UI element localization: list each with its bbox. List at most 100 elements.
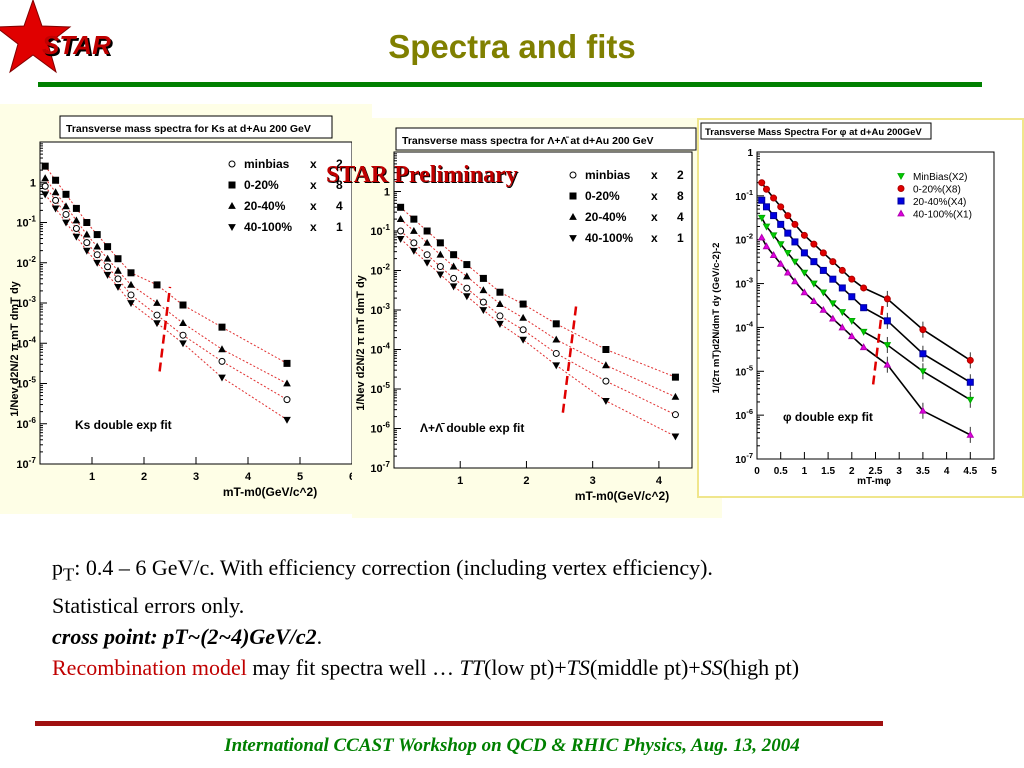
data-point — [450, 274, 458, 282]
star-preliminary-label: STAR Preliminary — [326, 162, 518, 188]
data-point — [848, 293, 856, 301]
legend-marker — [897, 185, 905, 192]
data-point — [423, 238, 431, 246]
legend-factor: 2 — [677, 168, 684, 182]
x-axis-label: mT-m0(GeV/c^2) — [223, 485, 317, 499]
data-point — [769, 251, 778, 258]
data-point — [819, 266, 827, 274]
y-tick-label: 10-7 — [370, 460, 390, 475]
data-point — [436, 271, 445, 279]
plot-frame — [756, 151, 995, 460]
data-point — [848, 275, 856, 283]
data-point — [62, 219, 70, 227]
y-tick-label: 10-6 — [16, 416, 36, 431]
data-point — [283, 379, 291, 387]
data-point — [127, 291, 135, 299]
data-point — [463, 261, 471, 269]
legend-factor: 1 — [677, 231, 684, 245]
data-point — [602, 346, 610, 353]
x-tick-label: 4 — [656, 475, 663, 487]
data-point — [450, 251, 458, 259]
y-tick-label: 10-4 — [735, 319, 754, 334]
data-point — [153, 298, 161, 306]
y-tick-label: 10-5 — [370, 381, 390, 396]
legend-marker — [569, 171, 577, 179]
data-point — [883, 360, 892, 368]
data-point — [496, 320, 504, 328]
legend-factor: 8 — [677, 189, 684, 203]
data-point — [919, 368, 927, 376]
recombination-model-text: Recombination model — [52, 655, 247, 681]
y-tick-label: 10-4 — [370, 342, 390, 357]
data-point — [51, 205, 60, 213]
data-point — [919, 350, 927, 358]
data-point — [762, 242, 771, 250]
x-tick-label: 1.5 — [821, 466, 835, 477]
data-point — [777, 203, 785, 211]
data-point — [179, 340, 187, 348]
data-point — [41, 162, 49, 170]
data-point — [966, 378, 974, 386]
data-point — [103, 254, 112, 262]
data-point — [436, 239, 444, 247]
text-line-3: cross point: pT~(2~4)GeV/c2. — [52, 621, 1002, 652]
page-title: Spectra and fits — [388, 28, 636, 65]
data-point — [770, 212, 778, 220]
data-point — [62, 210, 70, 218]
x-tick-label: 3 — [590, 475, 596, 487]
data-point — [423, 227, 431, 235]
data-point — [449, 262, 458, 270]
data-point — [791, 220, 799, 228]
y-tick-label: 10-1 — [370, 223, 390, 238]
x-tick-label: 3 — [896, 466, 902, 477]
data-point — [860, 284, 868, 292]
cross-point-marker — [561, 305, 578, 413]
data-point — [783, 268, 792, 276]
data-point — [479, 307, 488, 315]
legend-mult: x — [651, 210, 658, 224]
data-point — [423, 251, 431, 259]
cross-point-marker — [158, 286, 172, 372]
fit-line-MinBias(X2) — [760, 217, 971, 401]
x-tick-label: 2 — [849, 466, 855, 477]
data-point — [449, 283, 458, 291]
fit-annotation: φ double exp fit — [783, 410, 873, 424]
data-point — [397, 227, 405, 235]
x-tick-label: 4.5 — [963, 466, 977, 477]
data-point — [552, 320, 560, 328]
data-point — [800, 269, 809, 277]
data-point — [479, 286, 488, 294]
chart-title: Transverse mass spectra for Ks at d+Au 2… — [66, 123, 311, 135]
data-point — [82, 247, 91, 255]
data-point — [859, 343, 868, 351]
legend-factor: 4 — [677, 210, 684, 224]
data-point — [883, 317, 891, 325]
y-tick-label: 1 — [384, 187, 390, 199]
data-point — [462, 272, 471, 280]
y-axis-label: 1/(2π mT)d2N/dmT dy (GeV/c-2)-2 — [711, 243, 722, 394]
y-tick-label: 10-4 — [16, 335, 36, 350]
phi-spectra-svg: Transverse Mass Spectra For φ at d+Au 20… — [697, 118, 1024, 498]
data-point — [762, 185, 770, 193]
y-tick-label: 10-1 — [735, 188, 753, 203]
data-point — [810, 280, 818, 288]
y-tick-label: 10-5 — [735, 363, 753, 378]
text-segment: (high pt) — [722, 655, 800, 681]
y-tick-label: 10-7 — [735, 451, 753, 466]
legend-label: 20-40% — [585, 210, 627, 224]
y-tick-label: 10-5 — [16, 376, 36, 391]
data-point — [496, 300, 504, 307]
x-tick-label: 4 — [944, 466, 950, 477]
data-point — [479, 298, 487, 306]
legend-marker — [228, 160, 236, 168]
data-point — [218, 374, 226, 382]
data-point — [153, 311, 161, 319]
data-point — [114, 284, 122, 291]
data-point — [838, 284, 846, 292]
data-point — [860, 304, 868, 312]
data-point — [828, 300, 837, 308]
data-point — [602, 377, 610, 385]
x-tick-label: 0 — [754, 466, 760, 477]
data-point — [757, 214, 766, 222]
x-tick-label: 2 — [523, 475, 529, 487]
